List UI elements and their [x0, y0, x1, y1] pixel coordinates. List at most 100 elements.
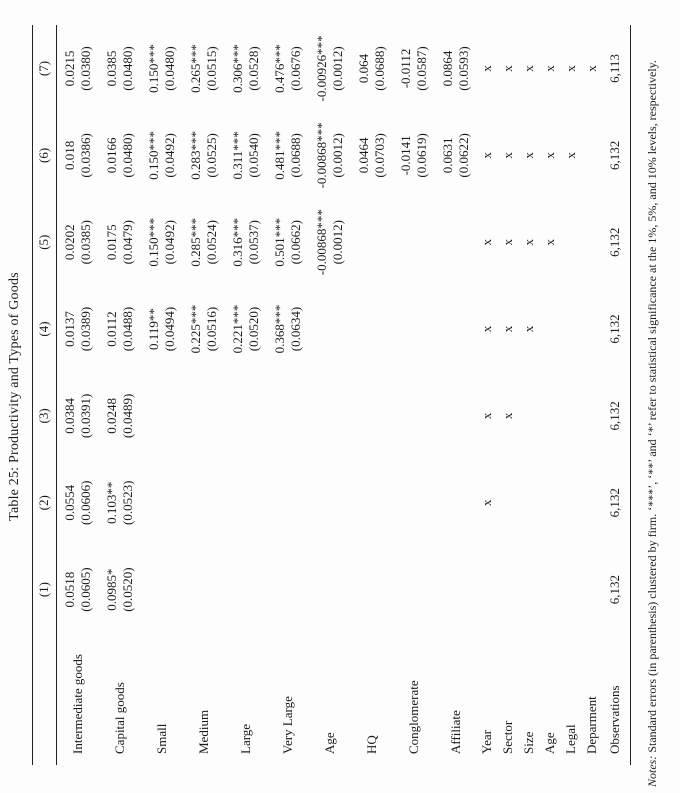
control-cell: x [500, 65, 515, 72]
coef-cell: -0.00868*** (0.0012) [309, 112, 351, 199]
coefficient-value: 0.225*** [188, 304, 203, 354]
coefficient-value: 0.150*** [146, 44, 161, 93]
coef-cell: 0.0248 (0.0489) [99, 372, 141, 459]
control-cell [351, 546, 393, 633]
control-cell [183, 546, 225, 633]
control-cell [519, 459, 540, 546]
standard-error-value: (0.0391) [78, 393, 93, 439]
coef-cell: -0.0141 (0.0619) [393, 112, 435, 199]
coefficient-value: 0.0175 [104, 224, 119, 261]
coefficient-value: 0.0202 [62, 224, 77, 261]
control-cell [267, 546, 309, 633]
table-row: Large 0.221*** (0.0520) 0.316*** (0.0537) 0.3… [225, 25, 267, 765]
row-label: Age [542, 732, 557, 754]
notes-label: Notes: [645, 755, 659, 787]
table-row: Medium 0.225*** (0.0516) 0.285*** (0.0524) 0.… [183, 25, 225, 765]
standard-error-value: (0.0634) [288, 306, 303, 352]
standard-error-value: (0.0012) [330, 220, 345, 265]
standard-error-value: (0.0688) [288, 133, 303, 178]
coefficient-value: 0.0112 [104, 311, 119, 347]
coef-cell: -0.0112 (0.0587) [393, 25, 435, 112]
coef-cell: 0.0464 (0.0703) [351, 112, 393, 199]
column-header-3: (3) [32, 372, 57, 460]
row-label: Conglomerate [406, 680, 421, 754]
coef-cell: 0.0202 (0.0385) [57, 199, 100, 286]
control-cell [435, 286, 477, 373]
coefficient-value: 0.0631 [440, 137, 455, 174]
control-cell [519, 546, 540, 633]
coef-cell: 0.150*** (0.0492) [141, 112, 183, 199]
coefficient-value: 0.476*** [272, 44, 287, 93]
standard-error-value: (0.0605) [78, 567, 93, 612]
control-cell: x [521, 325, 536, 333]
coefficient-value: 0.221*** [230, 304, 245, 354]
control-cell [561, 546, 582, 633]
coefficient-value: 0.316*** [230, 217, 245, 267]
control-cell: x [500, 238, 515, 246]
control-cell [309, 372, 351, 459]
coefficient-value: 0.368*** [272, 304, 287, 354]
control-cell [309, 459, 351, 546]
table-caption: Table 25: Productivity and Types of Good… [7, 272, 22, 521]
coef-cell: 0.285*** (0.0524) [183, 199, 225, 286]
control-cell: x [584, 65, 599, 72]
row-label: Observations [603, 633, 631, 765]
control-cell: x [542, 238, 557, 246]
standard-error-value: (0.0515) [204, 46, 219, 91]
coefficient-value: 0.103** [104, 481, 119, 524]
coefficient-value: 0.064 [356, 53, 371, 84]
row-label: Size [521, 731, 536, 754]
coef-cell: 0.103** (0.0523) [99, 459, 141, 546]
table-row: Legal x x [561, 25, 582, 765]
control-cell: x [542, 65, 557, 72]
coef-cell: 0.0137 (0.0389) [57, 286, 100, 373]
coefficient-value: 0.0215 [62, 50, 77, 87]
control-cell: x [521, 65, 536, 72]
coef-cell: 0.0112 (0.0488) [99, 286, 141, 373]
obs-cell: 6,132 [603, 546, 631, 633]
control-cell [351, 286, 393, 373]
coefficient-value: 0.0864 [440, 50, 455, 87]
coefficient-value: 0.306*** [230, 44, 245, 93]
standard-error-value: (0.0619) [414, 133, 429, 178]
standard-error-value: (0.0676) [288, 46, 303, 91]
standard-error-value: (0.0380) [78, 46, 93, 91]
coef-cell: 0.0985* (0.0520) [99, 546, 141, 633]
coefficient-value: 0.018 [62, 140, 77, 170]
control-cell [582, 112, 603, 199]
standard-error-value: (0.0523) [120, 480, 135, 525]
control-cell: x [563, 65, 578, 72]
control-cell [540, 372, 561, 459]
control-cell [225, 459, 267, 546]
control-cell [582, 459, 603, 546]
coefficient-value: 0.0385 [104, 50, 119, 87]
coef-cell: 0.501*** (0.0662) [267, 199, 309, 286]
standard-error-value: (0.0012) [330, 133, 345, 178]
coef-cell: 0.0385 (0.0480) [99, 25, 141, 112]
standard-error-value: (0.0622) [456, 133, 471, 178]
corner-cell [32, 633, 57, 765]
coef-cell: 0.283*** (0.0525) [183, 112, 225, 199]
coefficient-value: 0.501*** [272, 217, 287, 267]
notes-text: Standard errors (in parenthesis) cluster… [645, 60, 659, 756]
coef-cell: 0.0518 (0.0605) [57, 546, 100, 633]
control-cell [582, 199, 603, 286]
control-cell: x [479, 238, 494, 246]
control-cell: x [500, 412, 515, 420]
control-cell: x [479, 152, 494, 159]
table-row: Deparment x [582, 25, 603, 765]
table-header: (1) (2) (3) (4) (5) (6) (7) [32, 25, 57, 765]
obs-cell: 6,132 [603, 111, 631, 199]
coefficient-value: 0.265*** [188, 44, 203, 93]
coef-cell: 0.150*** (0.0492) [141, 199, 183, 286]
coefficient-value: 0.150*** [146, 217, 161, 267]
control-cell [141, 372, 183, 459]
table-row: Size x x x x [519, 25, 540, 765]
table-row: Age -0.00868*** (0.0012) -0.00868*** (0.0012… [309, 25, 351, 765]
coef-cell: 0.306*** (0.0528) [225, 25, 267, 112]
control-cell: x [479, 325, 494, 333]
control-cell [393, 372, 435, 459]
coefficient-value: 0.0137 [62, 311, 77, 347]
standard-error-value: (0.0662) [288, 220, 303, 265]
control-cell [582, 546, 603, 633]
